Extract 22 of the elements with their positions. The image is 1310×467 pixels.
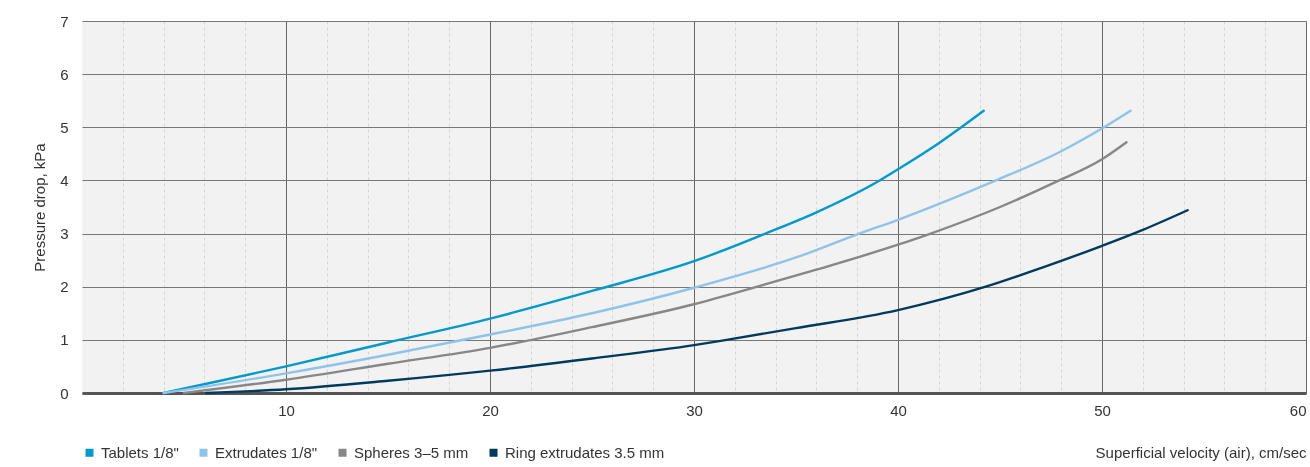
y-tick-label: 2 xyxy=(60,278,69,296)
y-axis-title: Pressure drop, kPa xyxy=(31,142,49,272)
y-tick-label: 5 xyxy=(60,118,69,136)
x-tick-label: 40 xyxy=(890,401,907,419)
legend-label: Extrudates 1/8" xyxy=(215,443,318,461)
y-tick-label: 6 xyxy=(60,65,69,83)
x-tick-label: 20 xyxy=(482,401,499,419)
x-tick-label: 60 xyxy=(1289,401,1307,419)
legend-label: Spheres 3–5 mm xyxy=(354,443,469,461)
legend-label: Ring extrudates 3.5 mm xyxy=(505,443,665,461)
x-tick-label: 30 xyxy=(686,401,703,419)
line-series xyxy=(162,109,985,395)
legend-label: Tablets 1/8" xyxy=(101,443,179,461)
x-tick-label: 50 xyxy=(1094,401,1111,419)
y-tick-label: 4 xyxy=(60,171,69,189)
y-tick-label: 0 xyxy=(60,384,69,402)
line-series xyxy=(205,208,1189,395)
y-tick-label: 3 xyxy=(60,225,69,243)
x-tick-label: 10 xyxy=(278,401,295,419)
x-axis-title: Superficial velocity (air), cm/sec xyxy=(1095,443,1307,461)
y-tick-label: 1 xyxy=(60,331,69,349)
y-tick-label: 7 xyxy=(60,12,69,30)
